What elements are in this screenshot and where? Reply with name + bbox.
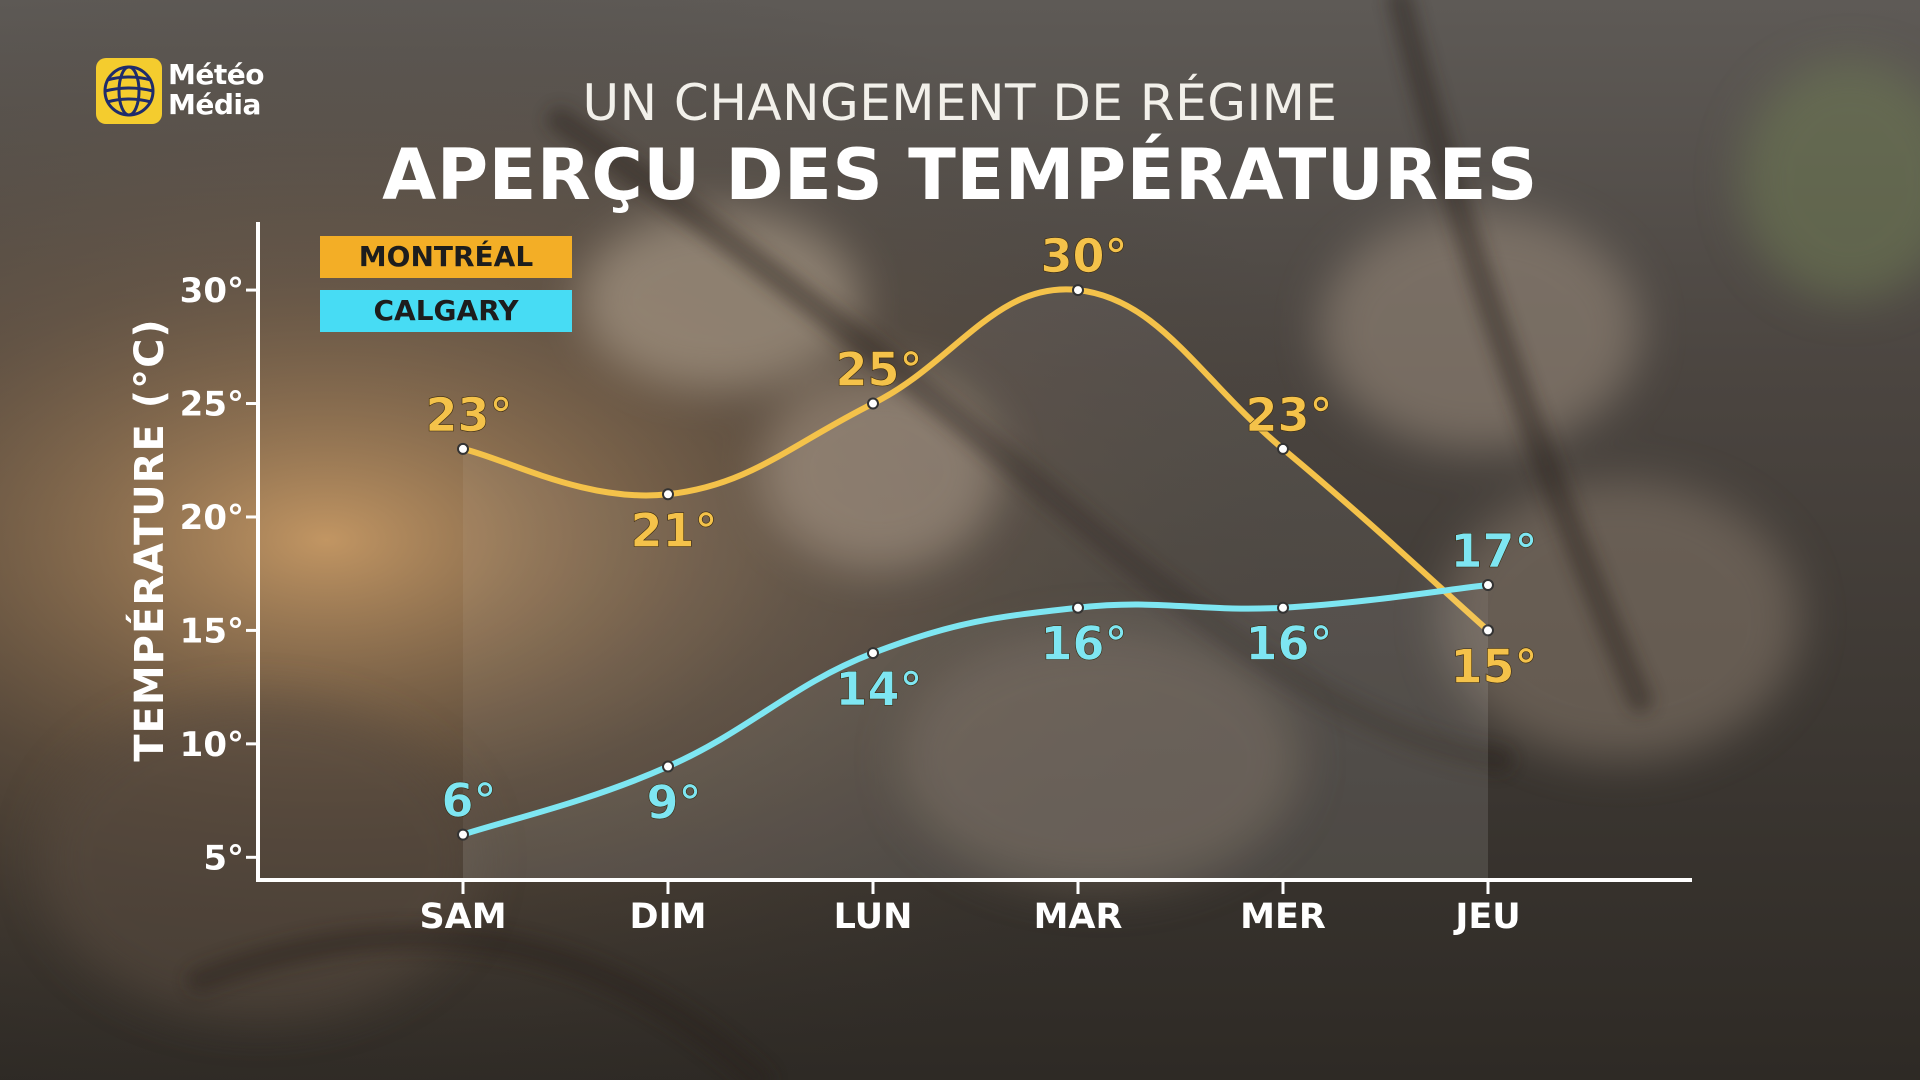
y-tick-label: 5°: [203, 838, 244, 878]
data-point-montreal: [1278, 444, 1288, 454]
data-label-montreal: 23°: [425, 388, 512, 442]
data-label-montreal: 15°: [1450, 639, 1537, 693]
data-point-calgary: [1483, 580, 1493, 590]
data-label-calgary: 17°: [1450, 524, 1537, 578]
data-label-montreal: 21°: [630, 503, 717, 557]
x-tick-label: MAR: [1034, 897, 1123, 937]
y-tick-label: 15°: [180, 611, 244, 651]
x-tick-label: JEU: [1453, 897, 1520, 937]
y-tick-label: 30°: [180, 271, 244, 311]
data-label-calgary: 16°: [1245, 617, 1332, 671]
data-point-calgary: [868, 648, 878, 658]
series-group: [458, 285, 1493, 880]
y-tick-group: 5° 10° 15° 20° 25° 30°: [180, 271, 258, 878]
data-point-montreal: [1073, 285, 1083, 295]
data-label-calgary: 14°: [835, 662, 922, 716]
y-tick-label: 20°: [180, 498, 244, 538]
x-tick-group: SAM DIM LUN MAR MER JEU: [419, 880, 1520, 937]
y-tick-label: 25°: [180, 385, 244, 425]
x-tick-label: MER: [1240, 897, 1326, 937]
data-point-montreal: [458, 444, 468, 454]
data-point-calgary: [458, 830, 468, 840]
x-tick-label: LUN: [834, 897, 913, 937]
x-tick-label: DIM: [630, 897, 707, 937]
data-point-calgary: [1073, 603, 1083, 613]
data-point-montreal: [868, 399, 878, 409]
data-label-calgary: 6°: [441, 774, 496, 828]
y-tick-label: 10°: [180, 725, 244, 765]
data-label-montreal: 30°: [1040, 229, 1127, 283]
x-tick-label: SAM: [419, 897, 506, 937]
data-label-calgary: 9°: [646, 776, 701, 830]
data-label-calgary: 16°: [1040, 617, 1127, 671]
data-label-montreal: 23°: [1245, 388, 1332, 442]
data-label-montreal: 25°: [835, 343, 922, 397]
data-point-calgary: [1278, 603, 1288, 613]
data-point-calgary: [663, 762, 673, 772]
data-point-montreal: [663, 489, 673, 499]
